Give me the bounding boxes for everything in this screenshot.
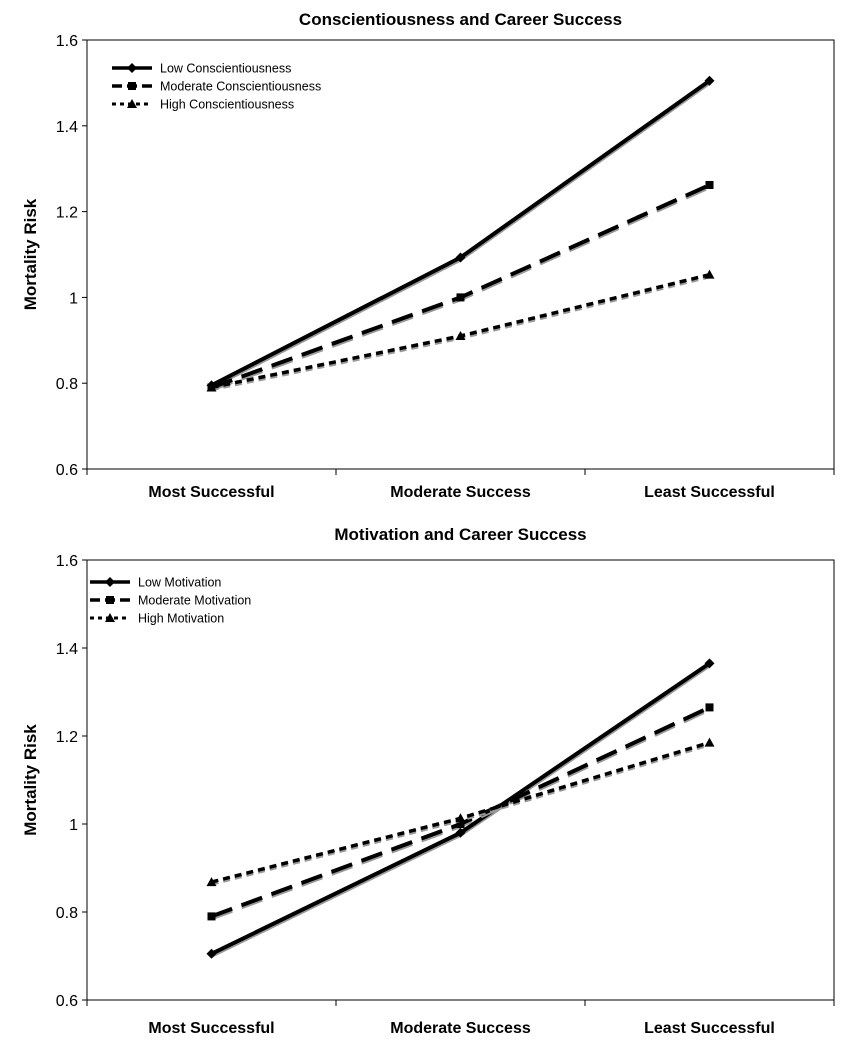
y-tick-label: 1.6 xyxy=(56,33,78,50)
data-point-marker xyxy=(705,181,714,190)
x-tick-label: Least Successful xyxy=(644,484,775,501)
series-solid xyxy=(206,658,715,959)
y-tick-label: 1.4 xyxy=(56,119,78,136)
data-point-marker xyxy=(704,737,715,747)
y-tick-label: 1.2 xyxy=(56,729,78,746)
y-tick-label: 1.2 xyxy=(56,205,78,222)
legend-marker xyxy=(105,613,115,622)
legend-entry-label: High Conscientiousness xyxy=(160,98,294,112)
legend-entry-label: High Motivation xyxy=(138,612,224,626)
legend-marker xyxy=(127,63,137,73)
y-tick-label: 0.6 xyxy=(56,993,78,1010)
data-point-marker xyxy=(456,820,465,828)
series-line-shadow xyxy=(210,663,711,958)
legend-entry-label: Low Motivation xyxy=(138,576,221,590)
series-line-shadow xyxy=(210,81,711,390)
y-tick-label: 1.6 xyxy=(56,553,78,570)
y-axis-label: Mortality Risk xyxy=(21,198,40,310)
data-point-marker xyxy=(455,813,466,823)
plot-area-frame xyxy=(86,559,835,1001)
legend-marker xyxy=(105,577,115,587)
data-point-marker xyxy=(206,382,217,392)
legend-marker xyxy=(128,82,136,90)
series-line xyxy=(210,183,711,390)
data-point-marker xyxy=(206,948,217,959)
x-tick-label: Most Successful xyxy=(148,1020,274,1037)
data-point-marker xyxy=(705,703,714,712)
series-solid xyxy=(206,75,715,391)
series-long-dash xyxy=(207,703,714,921)
legend-entry-label: Moderate Motivation xyxy=(138,594,251,608)
data-point-marker xyxy=(704,658,715,669)
legend-marker xyxy=(127,99,137,108)
data-point-marker xyxy=(704,269,715,279)
chart-title: Conscientiousness and Career Success xyxy=(299,10,622,29)
x-tick-label: Least Successful xyxy=(644,1020,775,1037)
y-axis-label: Mortality Risk xyxy=(21,724,40,836)
data-point-marker xyxy=(704,75,715,86)
chart-2: Motivation and Career Success Mortality R… xyxy=(21,525,835,1037)
series-line xyxy=(210,661,711,956)
y-tick-label: 0.8 xyxy=(56,376,78,393)
legend: Low Motivation Moderate Motivation High Mo… xyxy=(90,576,251,626)
data-point-marker xyxy=(206,877,217,887)
y-tick-label: 0.6 xyxy=(56,462,78,479)
y-tick-label: 0.8 xyxy=(56,905,78,922)
y-tick-label: 1.4 xyxy=(56,641,78,658)
legend-entry-label: Low Conscientiousness xyxy=(160,62,291,76)
series-short-dash xyxy=(206,737,715,887)
chart-1: Conscientiousness and Career Success Mort… xyxy=(21,10,835,501)
data-point-marker xyxy=(207,912,216,921)
series-long-dash xyxy=(207,181,714,392)
series-line xyxy=(211,740,711,884)
series-line xyxy=(210,705,711,919)
data-point-marker xyxy=(456,293,465,302)
x-tick-label: Moderate Success xyxy=(390,1020,531,1037)
x-tick-label: Most Successful xyxy=(148,484,274,501)
series-short-dash xyxy=(206,269,715,392)
data-point-marker xyxy=(455,331,466,341)
y-tick-label: 1 xyxy=(69,290,78,307)
data-point-marker xyxy=(455,827,466,838)
legend: Low Conscientiousness Moderate Conscienti… xyxy=(112,62,321,112)
legend-marker xyxy=(106,596,114,604)
chart-title: Motivation and Career Success xyxy=(334,525,586,544)
data-point-marker xyxy=(455,252,466,263)
x-tick-label: Moderate Success xyxy=(390,484,531,501)
y-tick-label: 1 xyxy=(69,817,78,834)
plot-area-frame xyxy=(86,39,835,470)
legend-entry-label: Moderate Conscientiousness xyxy=(160,80,321,94)
